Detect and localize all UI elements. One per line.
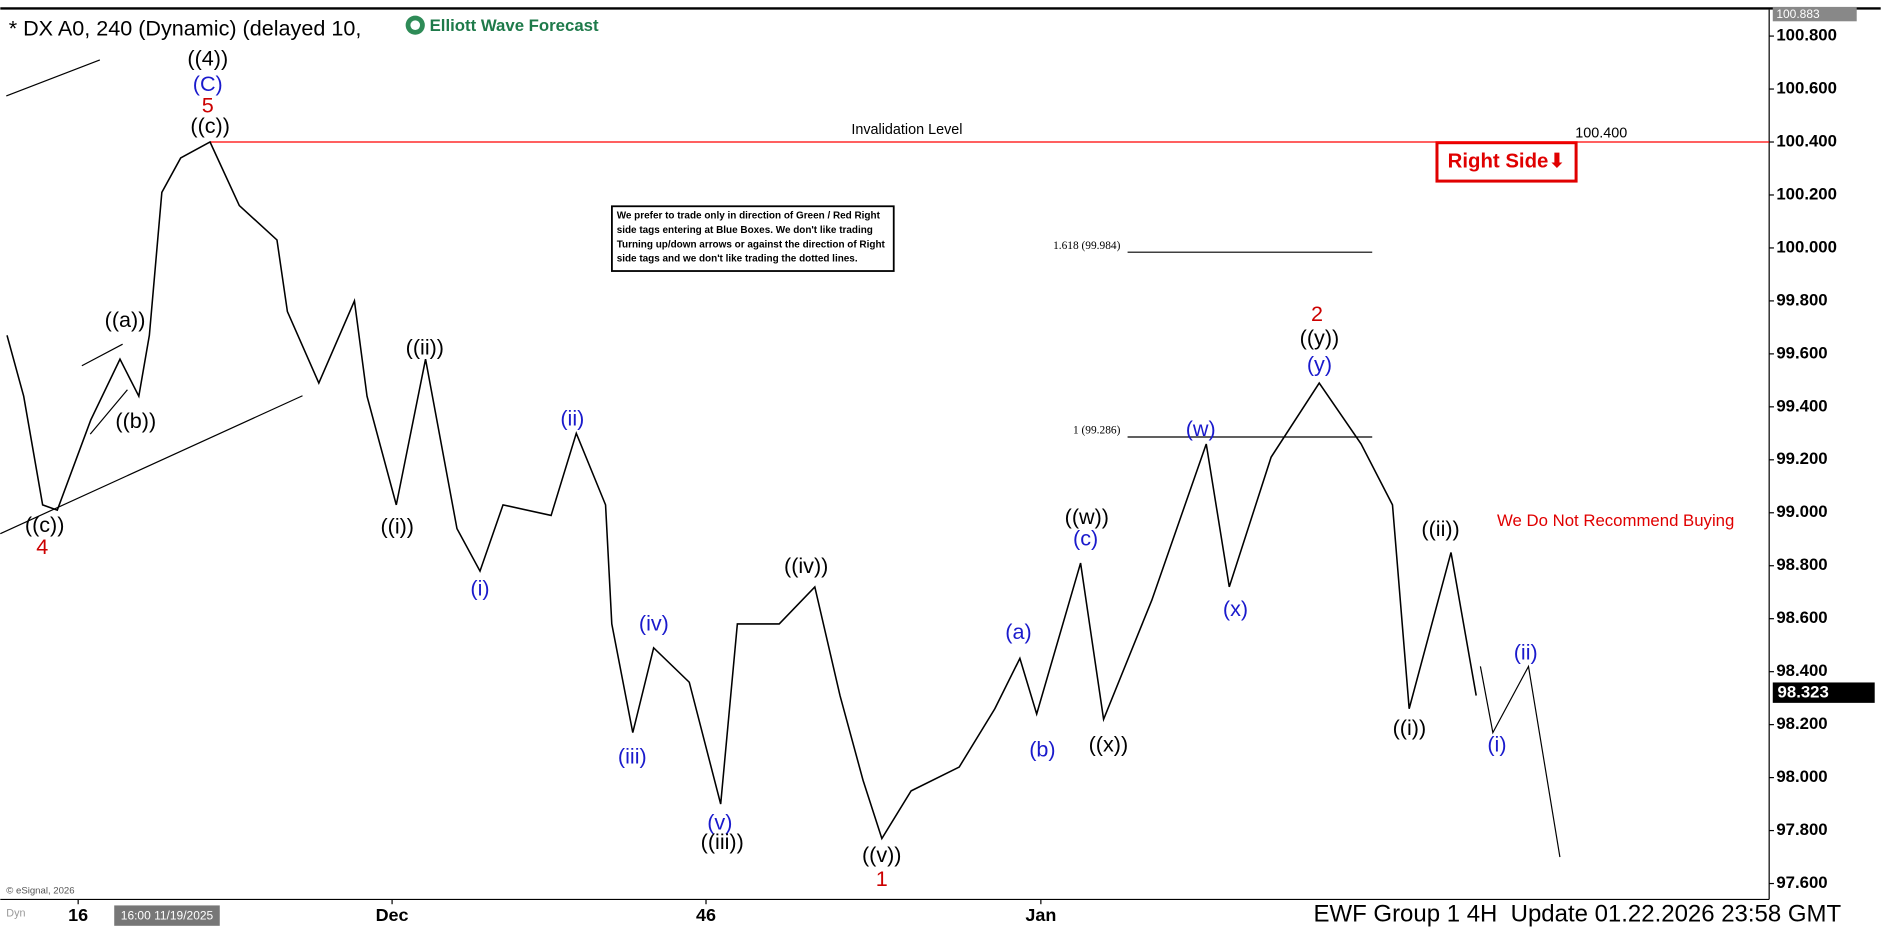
note-line: Turning up/down arrows or against the di…: [617, 239, 886, 250]
wave-label: ((y)): [1300, 325, 1340, 350]
wave-label: 4: [36, 534, 48, 559]
y-tick-label: 98.800: [1776, 555, 1827, 574]
x-tick-label: 46: [696, 905, 716, 925]
y-tick-label: 98.600: [1776, 608, 1827, 627]
wave-label: (a): [1005, 619, 1031, 644]
note-line: We prefer to trade only in direction of …: [617, 210, 881, 221]
wave-label: (x): [1223, 596, 1248, 621]
y-tick-label: 100.000: [1776, 237, 1837, 256]
wave-label: ((a)): [105, 307, 146, 332]
footer-text: EWF Group 1 4H Update 01.22.2026 23:58 G…: [1314, 900, 1842, 927]
wave-label: ((i)): [1393, 715, 1427, 740]
brand-name: Elliott Wave Forecast: [430, 16, 599, 35]
y-tick-label: 99.800: [1776, 290, 1827, 309]
fib-label: 1 (99.286): [1073, 425, 1121, 437]
wave-label: ((iii)): [701, 829, 744, 854]
last-price-label: 98.323: [1778, 683, 1829, 702]
wave-label: ((x)): [1089, 732, 1129, 757]
brand-logo: Elliott Wave Forecast: [405, 15, 599, 35]
wave-label: ((4)): [187, 46, 228, 71]
y-tick-label: 100.400: [1776, 131, 1837, 150]
platform-label: Dyn: [6, 908, 25, 920]
wave-label: ((iv)): [784, 553, 828, 578]
wave-label: (ii): [1514, 639, 1538, 664]
wave-label: ((w)): [1065, 504, 1109, 529]
y-tick-label: 99.000: [1776, 502, 1827, 521]
wave-label: (iii): [618, 744, 647, 769]
y-tick-label: 97.800: [1776, 820, 1827, 839]
logo-icon-inner: [410, 20, 421, 30]
x-tick-label: Jan: [1025, 905, 1056, 925]
y-tick-label: 99.600: [1776, 343, 1827, 362]
wave-label: (C): [193, 71, 223, 96]
wave-label: ((ii)): [406, 335, 444, 360]
y-tick-label: 100.600: [1776, 78, 1837, 97]
x-tick-label: 16: [68, 905, 88, 925]
y-tick-label: 97.600: [1776, 873, 1827, 892]
y-tick-label: 98.400: [1776, 661, 1827, 680]
note-line: side tags entering at Blue Boxes. We don…: [617, 225, 873, 236]
wave-label: (v): [707, 810, 732, 835]
wave-label: ((c)): [190, 113, 230, 138]
right-side-tag-box: [1435, 141, 1578, 183]
invalidation-label: Invalidation Level: [851, 122, 962, 138]
copyright: © eSignal, 2026: [6, 886, 74, 897]
wave-label: 1: [876, 866, 888, 891]
top-price-box: [1772, 6, 1857, 22]
y-tick-label: 98.200: [1776, 714, 1827, 733]
wave-label: (y): [1307, 351, 1332, 376]
cursor-date-box: [114, 905, 220, 926]
wave-label: (c): [1073, 525, 1098, 550]
wave-label: ((v)): [862, 842, 902, 867]
y-tick-label: 99.400: [1776, 396, 1827, 415]
wave-label: (iv): [639, 611, 669, 636]
trend-line: [0, 395, 303, 535]
last-price-box: [1772, 682, 1875, 703]
note-line: side tags and we don't like trading the …: [617, 254, 858, 265]
wave-label: (b): [1029, 736, 1055, 761]
wave-label: ((c)): [25, 512, 65, 537]
right-side-tag: Right Side⬇: [1448, 150, 1566, 172]
chart-title: * DX A0, 240 (Dynamic) (delayed 10,: [9, 16, 362, 41]
y-tick-label: 98.000: [1776, 767, 1827, 786]
note-box: [611, 205, 895, 272]
wave-label: (w): [1186, 416, 1216, 441]
wave-label: 5: [202, 92, 214, 117]
fib-label: 1.618 (99.984): [1053, 240, 1121, 252]
wave-label: ((i)): [380, 513, 414, 538]
wedge-line: [89, 389, 128, 435]
x-tick-label: Dec: [376, 905, 409, 925]
wave-label: (i): [1487, 732, 1506, 757]
y-tick-label: 100.800: [1776, 26, 1837, 45]
invalidation-value: 100.400: [1575, 125, 1627, 141]
y-tick-label: 100.200: [1776, 184, 1837, 203]
wave-label: 2: [1311, 301, 1323, 326]
trend-line: [6, 59, 101, 97]
wave-label: (ii): [560, 405, 584, 430]
warning-text: We Do Not Recommend Buying: [1497, 511, 1734, 530]
top-price-label: 100.883: [1776, 7, 1820, 21]
wave-label: ((ii)): [1421, 516, 1459, 541]
projection-line: [1479, 664, 1561, 858]
cursor-date: 16:00 11/19/2025: [121, 908, 214, 922]
wave-label: (i): [470, 576, 489, 601]
wedge-line: [81, 343, 123, 367]
wave-label: ((b)): [115, 408, 156, 433]
y-tick-label: 99.200: [1776, 449, 1827, 468]
price-line: [6, 140, 1477, 841]
